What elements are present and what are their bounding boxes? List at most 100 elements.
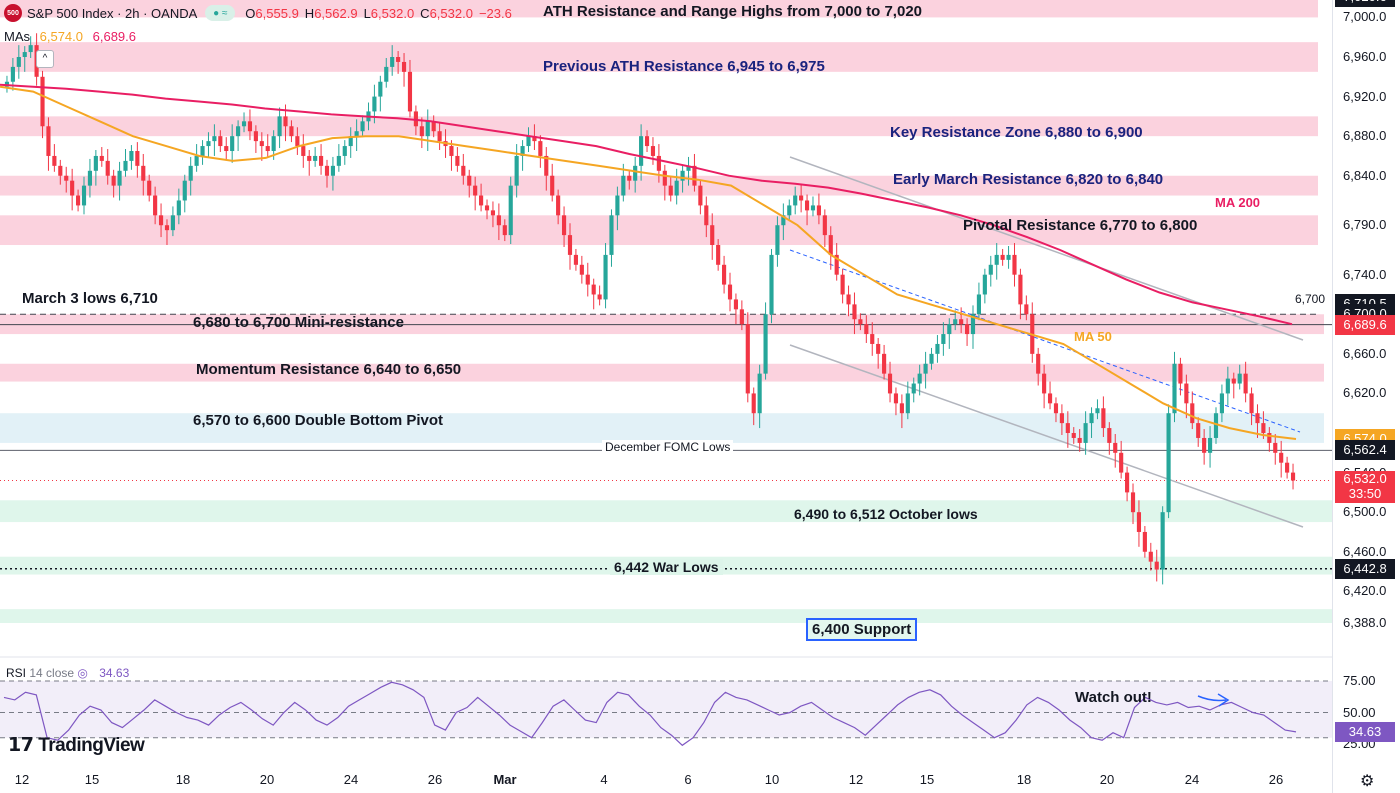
candle-body [615, 195, 620, 216]
collapse-legend-icon[interactable]: ^ [36, 50, 54, 68]
chart-canvas[interactable] [0, 0, 1332, 765]
price-tick: 6,420.0 [1343, 583, 1387, 599]
zone-label-pivotal: Pivotal Resistance 6,770 to 6,800 [963, 217, 1198, 234]
candle-body [1172, 363, 1177, 414]
ma50-value: 6,574.0 [39, 29, 83, 44]
symbol-title[interactable]: S&P 500 Index · 2h · OANDA [27, 5, 198, 21]
price-tag: 6,689.6 [1335, 314, 1395, 335]
rsi-visibility-icon[interactable]: ◎ [77, 666, 88, 680]
candle-body [828, 235, 833, 255]
candle-body [1047, 393, 1053, 404]
time-tick: 20 [259, 772, 275, 787]
time-tick: 18 [175, 772, 191, 787]
candle-body [496, 215, 501, 226]
candle-body [935, 343, 940, 354]
rsi-legend[interactable]: RSI 14 close ◎ 34.63 [6, 666, 130, 680]
candle-body [1190, 403, 1195, 424]
candle-body [64, 175, 69, 181]
rsi-arrow-head-icon [1217, 693, 1230, 707]
candle-body [431, 121, 436, 132]
candle-body [929, 353, 934, 364]
candle-body [852, 304, 857, 320]
candle-body [336, 155, 341, 166]
candle-body [876, 343, 881, 354]
candle-body [840, 274, 845, 295]
candle-body [769, 254, 774, 315]
candle-body [117, 170, 122, 186]
price-axis[interactable]: 7,000.0 6,960.0 6,920.0 6,880.0 6,840.0 6,790… [1332, 0, 1400, 793]
time-tick: Mar [493, 772, 517, 787]
zone-band-3 [0, 175, 1318, 196]
candle-body [804, 200, 810, 211]
market-status-icon[interactable]: ● ≈ [205, 5, 236, 21]
candle-body [1095, 408, 1100, 414]
candle-body [360, 121, 365, 132]
candle-body [1083, 423, 1088, 443]
settings-gear-icon[interactable]: ⚙ [1360, 773, 1375, 790]
time-tick: 24 [1184, 772, 1200, 787]
price-tick: 6,740.0 [1343, 266, 1387, 282]
candle-body [170, 215, 175, 231]
candle-body [182, 180, 187, 201]
candle-body [164, 225, 170, 231]
candle-body [123, 160, 128, 171]
zone-band-10 [0, 609, 1332, 623]
zone-label-prev-ath: Previous ATH Resistance 6,945 to 6,975 [543, 58, 825, 75]
line-6700-label: 6,700 [1292, 292, 1329, 306]
candle-body [1077, 437, 1082, 443]
ma-legend-label: MAs [4, 29, 30, 44]
candle-body [757, 373, 762, 414]
time-tick: 10 [764, 772, 780, 787]
time-tick: 6 [684, 772, 692, 787]
tradingview-logo[interactable]: 𝟭𝟳 TradingView [8, 735, 145, 756]
candle-body [1202, 437, 1207, 453]
candle-body [597, 294, 602, 300]
candle-body [686, 165, 691, 171]
candle-body [1290, 472, 1296, 481]
zone-label-war-lows: 6,442 War Lows [610, 559, 723, 575]
candle-body [236, 126, 241, 137]
candle-body [656, 155, 661, 171]
zone-label-momentum: Momentum Resistance 6,640 to 6,650 [196, 361, 462, 378]
candle-body [307, 155, 312, 161]
candle-body [271, 136, 276, 152]
candle-body [1036, 353, 1041, 374]
candle-body [1042, 373, 1047, 394]
price-tick: 6,920.0 [1343, 88, 1387, 104]
price-tag: 7,020.6 [1335, 0, 1395, 8]
zone-band-0 [0, 0, 1318, 18]
candle-body [283, 116, 288, 127]
ma-legend[interactable]: MAs 6,574.0 6,689.6 [4, 29, 136, 44]
candle-body [532, 136, 537, 142]
low-value: 6,532.0 [370, 5, 415, 21]
candle-body [793, 195, 798, 206]
candle-body [1267, 433, 1272, 443]
candle-body [1225, 378, 1230, 394]
time-tick: 26 [427, 772, 443, 787]
candle-body [964, 324, 970, 335]
time-axis[interactable]: 12 15 18 20 24 26 Mar 4 6 10 12 15 18 20 24 26 [0, 765, 1332, 793]
price-tick: 6,660.0 [1343, 345, 1387, 361]
zone-band-4 [0, 215, 1318, 246]
zone-label-mini-resistance: 6,680 to 6,700 Mini-resistance [193, 314, 404, 331]
candle-body [680, 170, 685, 181]
candle-body [1273, 442, 1278, 453]
candle-body [105, 160, 110, 176]
candle-body [407, 71, 413, 112]
support-6400-box[interactable]: 6,400 Support [806, 618, 918, 641]
fomc-lows-label: December FOMC Lows [602, 440, 734, 454]
candle-body [1237, 373, 1242, 384]
candle-body [111, 175, 116, 186]
candle-body [1207, 437, 1213, 453]
candle-body [941, 334, 946, 344]
candle-body [1059, 413, 1064, 424]
candle-body [609, 215, 614, 255]
zone-label-double-bottom: 6,570 to 6,600 Double Bottom Pivot [193, 412, 444, 429]
candle-body [1113, 442, 1118, 453]
candle-body [324, 165, 330, 176]
zone-band-6 [0, 363, 1324, 382]
candle-body [893, 393, 899, 404]
candle-body [1000, 254, 1005, 260]
candle-body [129, 151, 134, 161]
candle-body [722, 264, 727, 285]
